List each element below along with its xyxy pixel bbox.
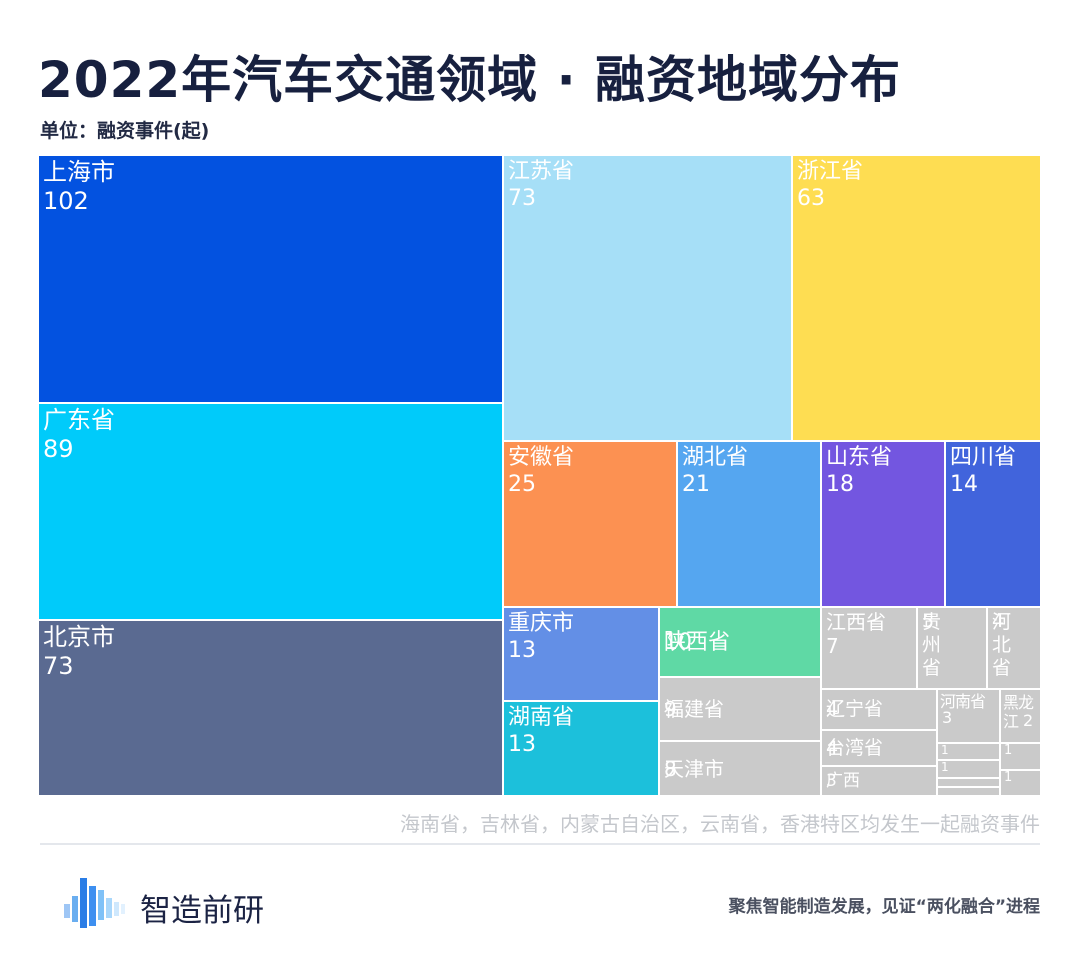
treemap-cell-value: 3	[826, 771, 837, 791]
treemap-cell: 1	[937, 743, 1000, 760]
treemap-cell-value: 2	[1023, 711, 1034, 730]
treemap-cell-value: 1	[1004, 743, 1013, 758]
treemap-cell-value: 1	[1004, 770, 1013, 785]
treemap-cell: 辽宁省 4	[821, 689, 937, 730]
treemap-cell-value: 73	[43, 652, 74, 680]
treemap-cell-value: 102	[43, 187, 89, 215]
treemap-cell-value: 14	[950, 472, 978, 497]
treemap-cell-value: 13	[508, 638, 536, 663]
treemap-cell: 1	[1000, 770, 1041, 796]
treemap-cell	[937, 787, 1000, 796]
treemap-cell-value: 10	[664, 630, 692, 655]
treemap-cell-value: 4	[826, 698, 839, 720]
treemap-cell-value: 89	[43, 435, 74, 463]
treemap-cell-label: 河北省	[992, 611, 1012, 679]
treemap-cell-value: 5	[922, 610, 935, 632]
treemap-cell-label: 湖北省	[682, 445, 749, 470]
treemap-cell: 陕西省 10	[659, 607, 821, 677]
treemap-cell: 广东省 89	[38, 403, 503, 620]
treemap-cell-value: 3	[942, 708, 953, 727]
treemap-cell-label: 上海市	[43, 158, 115, 186]
treemap-cell-label: 广东省	[43, 406, 115, 434]
treemap-cell: 1	[937, 760, 1000, 778]
treemap-cell	[937, 778, 1000, 787]
treemap-cell-label: 台湾省	[826, 737, 884, 759]
treemap-cell-label: 河南省	[940, 692, 986, 711]
treemap-cell-value: 13	[508, 732, 536, 757]
treemap-cell: 河北省 4	[987, 607, 1041, 689]
treemap-cell: 台湾省 4	[821, 730, 937, 766]
treemap-cell-value: 1	[941, 760, 949, 774]
treemap-cell-label: 浙江省	[797, 159, 864, 184]
treemap-cell: 四川省 14	[945, 441, 1041, 607]
treemap-cell-value: 1	[941, 743, 949, 757]
treemap-cell-label: 北京市	[43, 623, 115, 651]
treemap-cell-label: 辽宁省	[826, 698, 884, 720]
treemap-cell-label: 山东省	[826, 445, 893, 470]
treemap-cell: 广西 3	[821, 766, 937, 796]
treemap-cell: 黑龙江 2	[1000, 689, 1041, 743]
divider	[40, 843, 1040, 845]
treemap-cell-label: 贵州省	[922, 611, 942, 679]
treemap-cell: 浙江省 63	[792, 155, 1041, 441]
treemap-cell-value: 8	[664, 757, 677, 781]
chart-unit: 单位：融资事件(起)	[40, 120, 210, 142]
treemap-cell: 山东省 18	[821, 441, 945, 607]
treemap-cell: 北京市 73	[38, 620, 503, 796]
treemap-cell-label: 江西省	[826, 610, 886, 634]
treemap-cell-value: 25	[508, 472, 536, 497]
treemap-cell-value: 63	[797, 186, 825, 211]
treemap-cell: 重庆市 13	[503, 607, 659, 701]
treemap-cell: 江西省 7	[821, 607, 917, 689]
treemap-cell-value: 4	[826, 737, 839, 759]
treemap-cell: 湖南省 13	[503, 701, 659, 796]
treemap-cell-value: 18	[826, 472, 854, 497]
treemap-cell-label: 安徽省	[508, 445, 575, 470]
treemap-cell-value: 4	[992, 610, 1005, 632]
treemap-cell-label: 湖南省	[508, 705, 575, 730]
treemap-cell: 上海市 102	[38, 155, 503, 403]
treemap-cell: 湖北省 21	[677, 441, 821, 607]
treemap-cell: 河南省 3	[937, 689, 1000, 743]
slogan: 聚焦智能制造发展，见证“两化融合”进程	[728, 897, 1040, 917]
treemap-cell-label: 福建省	[664, 697, 724, 721]
treemap-cell: 天津市 8	[659, 741, 821, 796]
treemap-cell: 贵州省 5	[917, 607, 987, 689]
treemap-cell-label: 陕西省	[664, 630, 731, 655]
brand-name: 智造前研	[140, 893, 264, 929]
treemap-cell: 安徽省 25	[503, 441, 677, 607]
chart-title: 2022年汽车交通领域 · 融资地域分布	[38, 51, 901, 109]
treemap-cell-value: 21	[682, 472, 710, 497]
treemap-cell-value: 7	[826, 634, 839, 658]
treemap-cell: 福建省 9	[659, 677, 821, 741]
treemap-cell: 1	[1000, 743, 1041, 770]
treemap-cell-label: 重庆市	[508, 611, 575, 636]
treemap-cell-label: 黑龙江	[1003, 693, 1034, 732]
treemap-cell: 江苏省 73	[503, 155, 792, 441]
treemap-cell-label: 天津市	[664, 757, 724, 781]
treemap-cell-label: 广西	[826, 771, 860, 791]
bar-logo-icon	[62, 874, 134, 930]
treemap-cell-value: 9	[664, 697, 677, 721]
treemap-cell-label: 四川省	[950, 445, 1017, 470]
treemap-cell-value: 73	[508, 186, 536, 211]
footnote: 海南省，吉林省，内蒙古自治区，云南省，香港特区均发生一起融资事件	[400, 812, 1040, 836]
treemap-cell-label: 江苏省	[508, 159, 575, 184]
